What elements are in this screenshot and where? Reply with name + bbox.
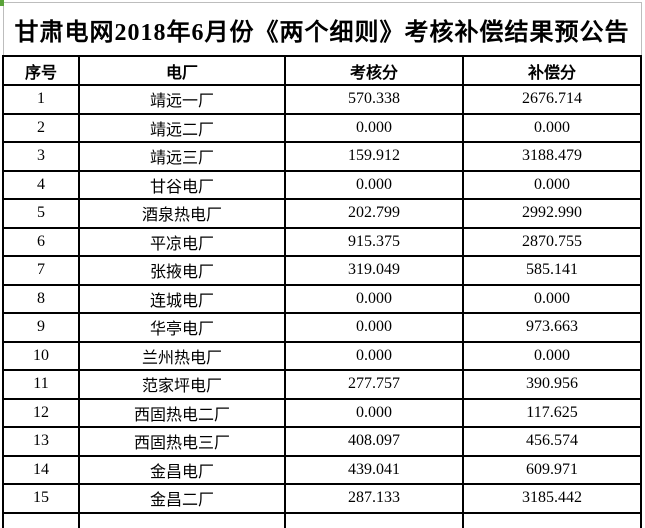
cell-plant: 西固热电三厂 bbox=[78, 426, 286, 457]
cell-assessment: 0.000 bbox=[284, 340, 464, 371]
table-row: 14 金昌电厂 439.041 609.971 bbox=[2, 454, 642, 485]
cell-index: 9 bbox=[2, 312, 80, 343]
cell-empty bbox=[2, 511, 80, 528]
cell-assessment: 202.799 bbox=[284, 198, 464, 229]
cell-compensation: 609.971 bbox=[462, 454, 642, 485]
table-header-row: 序号 电厂 考核分 补偿分 bbox=[2, 55, 642, 86]
table-row: 6 平凉电厂 915.375 2870.755 bbox=[2, 226, 642, 257]
cell-assessment: 0.000 bbox=[284, 312, 464, 343]
cell-assessment: 570.338 bbox=[284, 84, 464, 115]
cell-compensation: 585.141 bbox=[462, 255, 642, 286]
cell-plant: 靖远三厂 bbox=[78, 141, 286, 172]
page-title: 甘肃电网2018年6月份《两个细则》考核补偿结果预公告 bbox=[2, 2, 642, 57]
cell-compensation: 2870.755 bbox=[462, 226, 642, 257]
cell-plant: 西固热电二厂 bbox=[78, 397, 286, 428]
cell-assessment: 159.912 bbox=[284, 141, 464, 172]
cell-assessment: 287.133 bbox=[284, 483, 464, 514]
cell-plant: 酒泉热电厂 bbox=[78, 198, 286, 229]
cell-plant: 连城电厂 bbox=[78, 283, 286, 314]
cell-index: 2 bbox=[2, 112, 80, 143]
sheet-corner-mark bbox=[0, 0, 4, 6]
cell-plant: 甘谷电厂 bbox=[78, 169, 286, 200]
cell-compensation: 2992.990 bbox=[462, 198, 642, 229]
cell-plant: 靖远一厂 bbox=[78, 84, 286, 115]
column-header-compensation: 补偿分 bbox=[462, 55, 642, 86]
cell-empty bbox=[462, 511, 642, 528]
cell-assessment: 408.097 bbox=[284, 426, 464, 457]
cell-index: 6 bbox=[2, 226, 80, 257]
cell-index: 8 bbox=[2, 283, 80, 314]
cell-compensation: 973.663 bbox=[462, 312, 642, 343]
cell-plant: 平凉电厂 bbox=[78, 226, 286, 257]
table-row: 3 靖远三厂 159.912 3188.479 bbox=[2, 141, 642, 172]
table-row: 1 靖远一厂 570.338 2676.714 bbox=[2, 84, 642, 115]
cell-index: 5 bbox=[2, 198, 80, 229]
cell-index: 13 bbox=[2, 426, 80, 457]
cell-assessment: 915.375 bbox=[284, 226, 464, 257]
cell-empty bbox=[78, 511, 286, 528]
table-row: 13 西固热电三厂 408.097 456.574 bbox=[2, 426, 642, 457]
column-header-assessment: 考核分 bbox=[284, 55, 464, 86]
table-row: 9 华亭电厂 0.000 973.663 bbox=[2, 312, 642, 343]
cell-compensation: 0.000 bbox=[462, 340, 642, 371]
cell-compensation: 0.000 bbox=[462, 169, 642, 200]
table-row: 7 张掖电厂 319.049 585.141 bbox=[2, 255, 642, 286]
cell-index: 3 bbox=[2, 141, 80, 172]
cell-plant: 兰州热电厂 bbox=[78, 340, 286, 371]
cell-plant: 范家坪电厂 bbox=[78, 369, 286, 400]
cell-index: 12 bbox=[2, 397, 80, 428]
cell-index: 15 bbox=[2, 483, 80, 514]
title-row: 甘肃电网2018年6月份《两个细则》考核补偿结果预公告 bbox=[2, 2, 642, 57]
table-row: 8 连城电厂 0.000 0.000 bbox=[2, 283, 642, 314]
cell-index: 11 bbox=[2, 369, 80, 400]
table-row: 10 兰州热电厂 0.000 0.000 bbox=[2, 340, 642, 371]
column-header-index: 序号 bbox=[2, 55, 80, 86]
cell-compensation: 390.956 bbox=[462, 369, 642, 400]
cell-assessment: 0.000 bbox=[284, 283, 464, 314]
cell-plant: 张掖电厂 bbox=[78, 255, 286, 286]
cell-plant: 金昌电厂 bbox=[78, 454, 286, 485]
column-header-plant: 电厂 bbox=[78, 55, 286, 86]
partial-clipped-row bbox=[2, 511, 642, 528]
table-row: 5 酒泉热电厂 202.799 2992.990 bbox=[2, 198, 642, 229]
cell-compensation: 3185.442 bbox=[462, 483, 642, 514]
cell-index: 14 bbox=[2, 454, 80, 485]
table-row: 15 金昌二厂 287.133 3185.442 bbox=[2, 483, 642, 514]
cell-compensation: 0.000 bbox=[462, 283, 642, 314]
cell-index: 7 bbox=[2, 255, 80, 286]
table-row: 11 范家坪电厂 277.757 390.956 bbox=[2, 369, 642, 400]
cell-empty bbox=[284, 511, 464, 528]
cell-assessment: 439.041 bbox=[284, 454, 464, 485]
cell-assessment: 0.000 bbox=[284, 112, 464, 143]
cell-compensation: 117.625 bbox=[462, 397, 642, 428]
cell-index: 4 bbox=[2, 169, 80, 200]
table-row: 4 甘谷电厂 0.000 0.000 bbox=[2, 169, 642, 200]
table-row: 2 靖远二厂 0.000 0.000 bbox=[2, 112, 642, 143]
cell-plant: 华亭电厂 bbox=[78, 312, 286, 343]
cell-compensation: 2676.714 bbox=[462, 84, 642, 115]
cell-compensation: 3188.479 bbox=[462, 141, 642, 172]
cell-compensation: 456.574 bbox=[462, 426, 642, 457]
cell-assessment: 0.000 bbox=[284, 169, 464, 200]
cell-compensation: 0.000 bbox=[462, 112, 642, 143]
cell-index: 1 bbox=[2, 84, 80, 115]
cell-assessment: 277.757 bbox=[284, 369, 464, 400]
cell-plant: 靖远二厂 bbox=[78, 112, 286, 143]
cell-assessment: 0.000 bbox=[284, 397, 464, 428]
cell-assessment: 319.049 bbox=[284, 255, 464, 286]
cell-plant: 金昌二厂 bbox=[78, 483, 286, 514]
cell-index: 10 bbox=[2, 340, 80, 371]
table-row: 12 西固热电二厂 0.000 117.625 bbox=[2, 397, 642, 428]
